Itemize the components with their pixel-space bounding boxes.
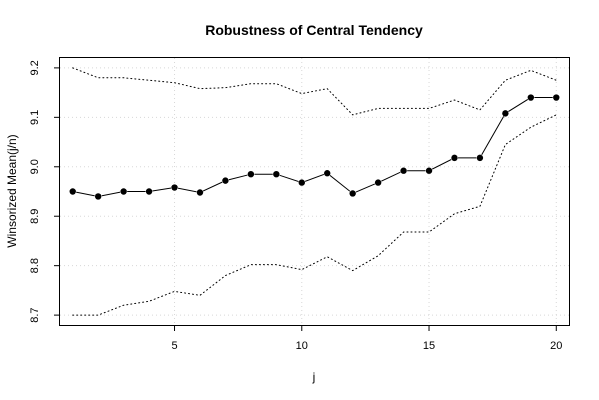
y-tick-label: 9.0	[29, 159, 41, 174]
data-point	[527, 94, 535, 101]
data-point	[476, 154, 484, 162]
data-point	[349, 190, 356, 197]
data-point	[553, 94, 560, 101]
data-point	[425, 167, 433, 174]
y-axis-label: Winsorized Mean(j/n)	[5, 134, 19, 247]
data-point	[451, 154, 458, 162]
y-tick-label: 9.2	[29, 60, 41, 75]
data-point	[222, 177, 229, 184]
series-layer	[69, 67, 560, 316]
data-point	[171, 184, 178, 191]
x-tick-label: 5	[171, 340, 177, 352]
y-tick-label: 8.8	[29, 258, 41, 273]
grid	[60, 58, 569, 325]
data-point	[94, 193, 102, 200]
data-point	[273, 170, 280, 178]
y-axis: 8.7 8.8 8.9 9.0 9.1 9.2	[29, 60, 60, 323]
x-tick-label: 15	[423, 340, 435, 352]
x-axis: 5 10 15 20	[171, 325, 562, 352]
data-point	[120, 188, 127, 195]
data-point	[298, 179, 305, 186]
lower-bound-line	[72, 114, 557, 316]
y-tick-label: 9.1	[29, 110, 41, 125]
data-point	[374, 179, 382, 186]
data-point	[196, 189, 204, 196]
data-point	[247, 170, 255, 178]
data-point	[324, 170, 331, 177]
data-point	[145, 188, 153, 195]
chart-title: Robustness of Central Tendency	[205, 22, 423, 38]
data-point	[400, 167, 407, 174]
winsorized-mean-line	[72, 97, 557, 197]
x-axis-label: j	[312, 370, 316, 384]
y-tick-label: 8.7	[29, 307, 41, 322]
y-tick-label: 8.9	[29, 209, 41, 224]
x-tick-label: 20	[550, 340, 562, 352]
data-point	[502, 110, 509, 117]
x-tick-label: 10	[296, 340, 308, 352]
plot-frame	[59, 57, 570, 326]
data-point	[69, 188, 76, 195]
